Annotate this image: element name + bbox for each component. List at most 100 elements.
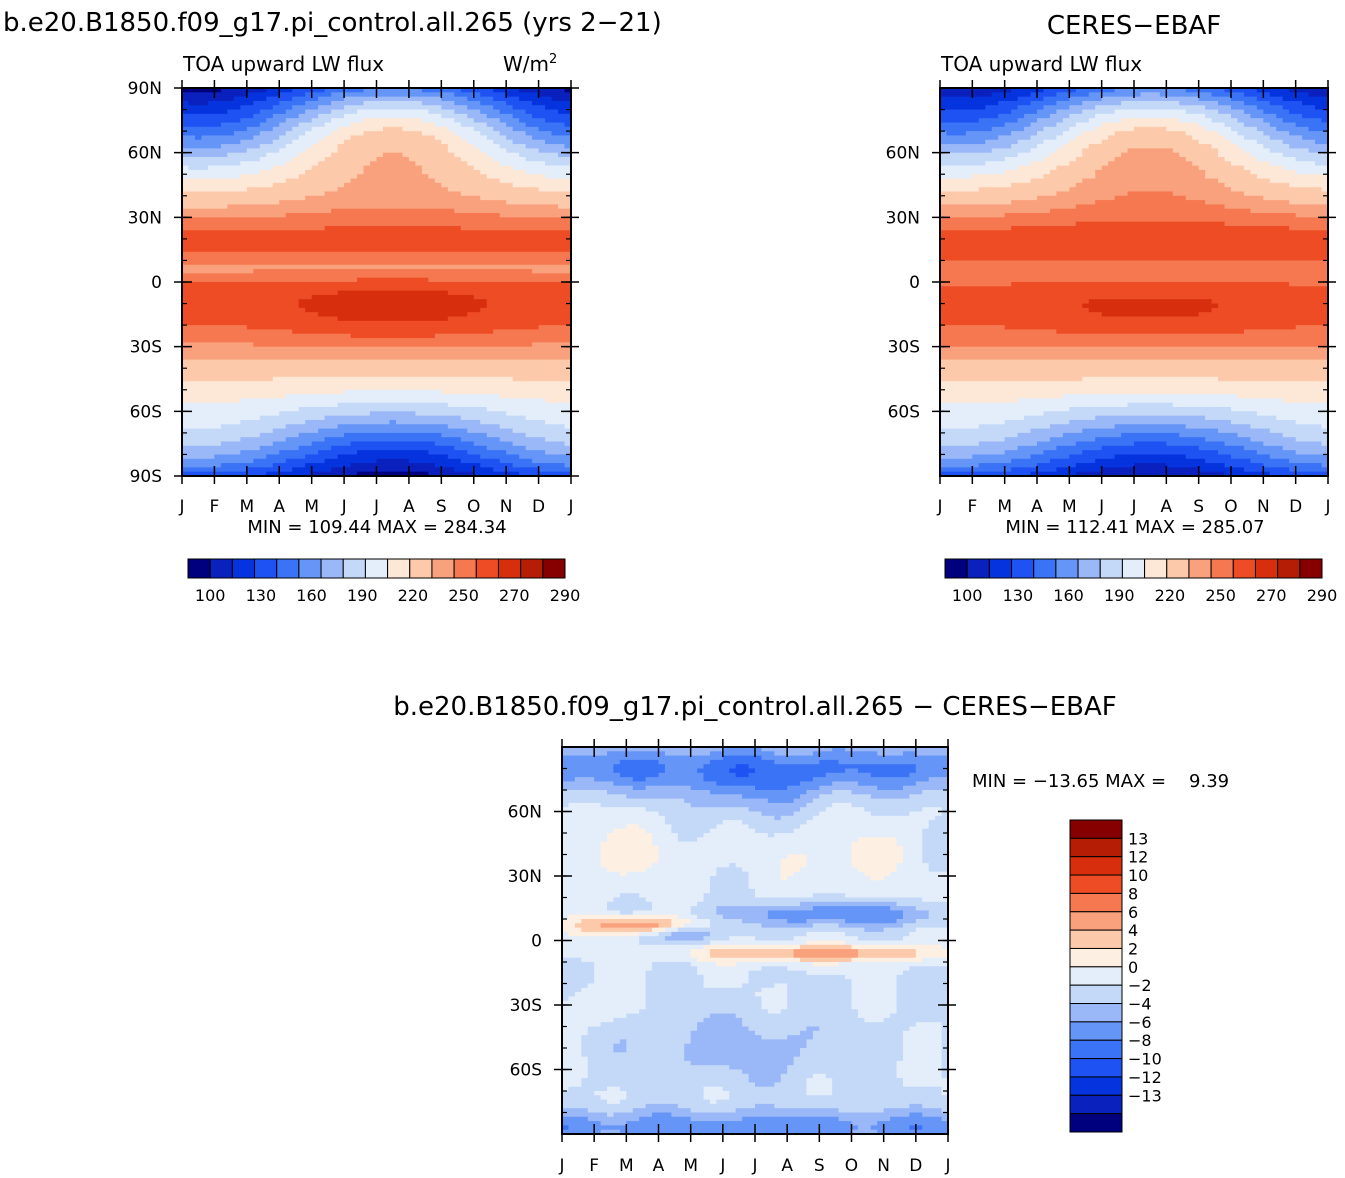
contour-cell	[337, 290, 449, 296]
colorbar-box	[231, 558, 256, 579]
contour-cell	[1179, 118, 1213, 124]
contour-cell	[978, 187, 1070, 193]
contour-cell	[1101, 312, 1200, 318]
contour-cell	[1276, 126, 1310, 132]
contour-cell	[182, 368, 571, 374]
contour-cell	[1030, 135, 1057, 141]
contour-cell	[305, 195, 481, 201]
contour-cell	[940, 113, 999, 119]
contour-cell	[787, 1000, 853, 1006]
contour-cell	[564, 424, 571, 430]
contour-cell	[259, 445, 300, 451]
contour-cell	[562, 962, 595, 967]
contour-cell	[735, 962, 814, 967]
contour-cell	[1256, 96, 1284, 102]
contour-cell	[864, 927, 885, 933]
contour-cell	[806, 820, 930, 825]
x-tick-label: S	[436, 497, 447, 517]
contour-cell	[182, 428, 274, 434]
contour-cell	[182, 316, 339, 322]
contour-cell	[922, 828, 948, 834]
contour-cell	[1205, 174, 1258, 180]
contour-cell	[266, 96, 293, 102]
y-tick-label: 0	[909, 273, 920, 293]
contour-cell	[1134, 126, 1167, 132]
contour-cell	[941, 944, 948, 950]
contour-cell	[652, 837, 679, 843]
contour-cell	[806, 970, 904, 976]
contour-cell	[292, 105, 319, 111]
contour-cell	[787, 992, 853, 997]
contour-cell	[562, 1099, 608, 1105]
contour-cell	[1185, 195, 1264, 201]
contour-cell	[748, 1073, 782, 1079]
x-tick-label: N	[877, 1156, 890, 1176]
contour-cell	[870, 772, 910, 778]
contour-cell	[774, 983, 788, 989]
contour-cell	[1101, 139, 1200, 145]
contour-cell	[896, 1069, 943, 1075]
contour-cell	[800, 1048, 904, 1053]
contour-cell	[1205, 200, 1290, 205]
contour-cell	[428, 174, 488, 180]
contour-cell	[581, 1052, 685, 1058]
contour-cell	[1289, 144, 1328, 149]
contour-cell	[562, 1052, 582, 1058]
contour-cell	[1282, 152, 1328, 158]
contour-cell	[1198, 445, 1245, 451]
contour-cell	[568, 914, 679, 920]
colorbar-box	[1069, 856, 1123, 876]
contour-cell	[690, 906, 717, 911]
contour-cell	[645, 983, 705, 989]
x-tick-label: A	[1161, 497, 1173, 517]
contour-cell	[1082, 428, 1219, 434]
contour-cell	[1205, 105, 1232, 111]
contour-cell	[645, 1005, 763, 1010]
contour-cell	[819, 794, 872, 800]
colorbar-label: −13	[1128, 1086, 1162, 1105]
contour-cell	[940, 312, 1103, 318]
contour-cell	[935, 815, 948, 821]
contour-cell	[940, 208, 1051, 214]
contour-cell	[298, 432, 345, 438]
contour-cell	[857, 1013, 891, 1019]
contour-cell	[806, 931, 846, 937]
contour-cell	[755, 1082, 775, 1088]
contour-cell	[985, 105, 1019, 111]
panel-model: b.e20.B1850.f09_g17.pi_control.all.265 (…	[3, 8, 662, 605]
contour-cell	[350, 463, 436, 468]
contour-cell	[454, 208, 571, 214]
contour-cell	[182, 260, 571, 266]
contour-cell	[1062, 394, 1239, 399]
contour-cell	[182, 131, 235, 137]
contour-cell	[851, 987, 898, 993]
contour-cell	[1088, 92, 1142, 98]
contour-cell	[607, 901, 653, 907]
contour-cell	[600, 802, 692, 808]
contour-cell	[684, 1043, 808, 1049]
contour-cell	[1127, 148, 1174, 154]
contour-cell	[454, 109, 481, 115]
contour-cell	[525, 131, 553, 137]
contour-cell	[1049, 113, 1070, 119]
contour-cell	[480, 307, 571, 313]
contour-cell	[697, 1022, 743, 1028]
contour-cell	[1198, 312, 1328, 318]
contour-cell	[619, 910, 634, 916]
contour-cell	[832, 781, 859, 787]
contour-cell	[1075, 88, 1116, 93]
x-tick-label: D	[532, 497, 545, 517]
contour-cell	[562, 906, 608, 911]
x-tick-label: A	[273, 497, 285, 517]
contour-cell	[562, 979, 595, 985]
contour-cell	[690, 1030, 756, 1036]
contour-cell	[1069, 187, 1232, 193]
contour-cell	[318, 428, 468, 434]
contour-cell	[909, 811, 943, 817]
contour-cell	[357, 450, 429, 456]
contour-cell	[851, 790, 923, 795]
colorbar-label: 4	[1128, 921, 1138, 940]
contour-cell	[460, 135, 488, 141]
contour-cell	[690, 953, 711, 959]
